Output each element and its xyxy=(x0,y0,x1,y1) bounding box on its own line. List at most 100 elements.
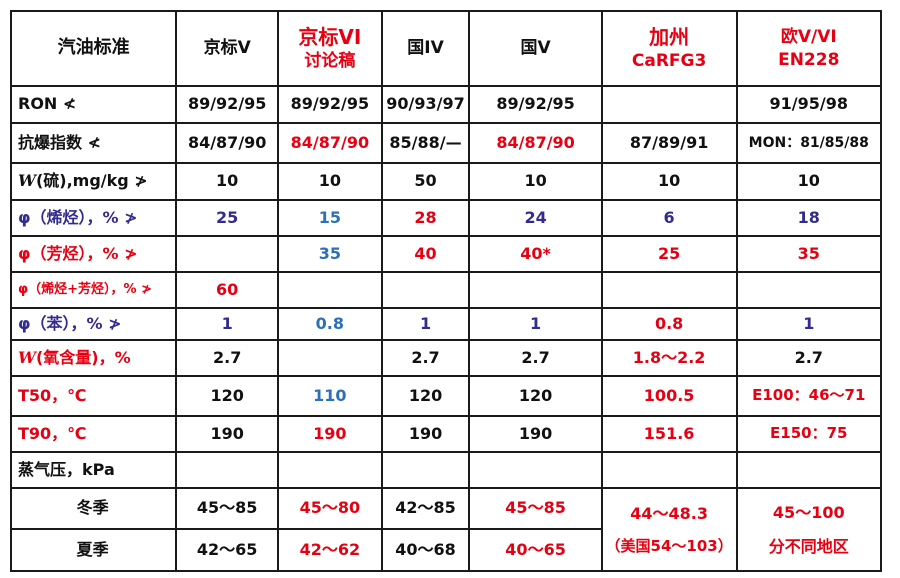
col-header-euro-line2: EN228 xyxy=(778,49,840,70)
cell: E100：46～71 xyxy=(735,375,883,417)
cell: 35 xyxy=(735,235,883,273)
row-antiknock-index: 抗爆指数 ≮ 84/87/90 84/87/90 85/88/— 84/87/9… xyxy=(9,122,883,164)
cell: 2.7 xyxy=(468,339,603,377)
cell: 35 xyxy=(277,235,383,273)
row-label-olefins: φ（烯烃），% ≯ xyxy=(9,199,178,237)
cell: 10 xyxy=(735,162,883,201)
cell: 190 xyxy=(277,415,383,453)
cell: 1.8～2.2 xyxy=(600,339,738,377)
cell: 190 xyxy=(468,415,603,453)
cell xyxy=(600,271,738,309)
cell: MON：81/85/88 xyxy=(735,122,883,164)
cell xyxy=(380,451,471,489)
cell: 151.6 xyxy=(600,415,738,453)
cell: 89/92/95 xyxy=(175,85,280,124)
cell: 25 xyxy=(600,235,738,273)
row-label-ron: RON ≮ xyxy=(9,85,178,124)
row-label-t90: T90，℃ xyxy=(9,415,178,453)
col-header-gasoline-standard: 汽油标准 xyxy=(9,10,178,87)
row-label-t50: T50，℃ xyxy=(9,375,178,417)
sulfur-label-rest: (硫),mg/kg ≯ xyxy=(35,171,148,191)
header-row: 汽油标准 京标V 京标VI 讨论稿 国IV 国V 加州 CaRFG3 欧V/VI… xyxy=(9,10,883,87)
cell: 120 xyxy=(380,375,471,417)
cell: 110 xyxy=(277,375,383,417)
cell xyxy=(735,271,883,309)
row-benzene: φ（苯），% ≯ 1 0.8 1 1 0.8 1 xyxy=(9,307,883,341)
cell: 120 xyxy=(468,375,603,417)
cell: 40 xyxy=(380,235,471,273)
cell xyxy=(735,451,883,489)
cell: 50 xyxy=(380,162,471,201)
col-header-jingbiao-vi: 京标VI 讨论稿 xyxy=(277,10,383,87)
euro-vapor-note: 分不同地区 xyxy=(768,536,849,556)
cell: 10 xyxy=(175,162,280,201)
col-header-euro: 欧V/VI EN228 xyxy=(735,10,883,87)
row-t50: T50，℃ 120 110 120 120 100.5 E100：46～71 xyxy=(9,375,883,417)
cell xyxy=(277,339,383,377)
row-label-antiknock-index: 抗爆指数 ≮ xyxy=(9,122,178,164)
cell: 28 xyxy=(380,199,471,237)
cell: 60 xyxy=(175,271,280,309)
cell: 2.7 xyxy=(735,339,883,377)
cell: 0.8 xyxy=(277,307,383,341)
row-summer: 夏季 42～65 42～62 40～68 40～65 xyxy=(9,528,881,572)
row-sulfur: W(硫),mg/kg ≯ 10 10 50 10 10 10 xyxy=(9,162,883,201)
cell-euro-vapor-pressure: 45～100 分不同地区 xyxy=(735,487,883,572)
oxygen-label-rest: (氧含量)，% xyxy=(35,347,131,367)
cell: 1 xyxy=(735,307,883,341)
row-label-olefins-plus-aromatics: φ（烯烃+芳烃），% ≯ xyxy=(9,271,178,309)
sulfur-symbol-w: W xyxy=(18,171,36,191)
cell: 89/92/95 xyxy=(468,85,603,124)
cell: 10 xyxy=(468,162,603,201)
cell: 40* xyxy=(468,235,603,273)
cell: 120 xyxy=(175,375,280,417)
cell: 84/87/90 xyxy=(175,122,280,164)
cell: 1 xyxy=(468,307,603,341)
cell: 100.5 xyxy=(600,375,738,417)
row-oxygen-content: W(氧含量)，% 2.7 2.7 2.7 1.8～2.2 2.7 xyxy=(9,339,883,377)
row-aromatics: φ（芳烃），% ≯ 35 40 40* 25 35 xyxy=(9,235,883,273)
col-header-guo-iv: 国IV xyxy=(380,10,471,87)
cell: 40～68 xyxy=(380,528,471,572)
row-winter: 冬季 45～85 45～80 42～85 45～85 44～48.3 （美国54… xyxy=(9,487,883,572)
cell xyxy=(175,451,280,489)
row-label-vapor-pressure: 蒸气压，kPa xyxy=(9,451,178,489)
col-header-euro-line1: 欧V/VI xyxy=(780,27,837,48)
row-label-benzene: φ（苯），% ≯ xyxy=(9,307,178,341)
col-header-california: 加州 CaRFG3 xyxy=(600,10,738,87)
cell xyxy=(277,451,383,489)
cell: 87/89/91 xyxy=(600,122,738,164)
cell xyxy=(380,271,471,309)
cell: 42～65 xyxy=(175,528,280,572)
cell xyxy=(600,451,738,489)
col-header-california-line2: CaRFG3 xyxy=(631,51,707,72)
cell: 2.7 xyxy=(175,339,280,377)
col-header-jingbiao-v: 京标V xyxy=(175,10,280,87)
row-olefins: φ（烯烃），% ≯ 25 15 28 24 6 18 xyxy=(9,199,883,237)
row-olefins-plus-aromatics: φ（烯烃+芳烃），% ≯ 60 xyxy=(9,271,883,309)
cell: 85/88/— xyxy=(380,122,471,164)
cell xyxy=(468,271,603,309)
cell: 190 xyxy=(380,415,471,453)
cell: 24 xyxy=(468,199,603,237)
cell: E150：75 xyxy=(735,415,883,453)
cell: 15 xyxy=(277,199,383,237)
row-t90: T90，℃ 190 190 190 190 151.6 E150：75 xyxy=(9,415,883,453)
row-vapor-pressure: 蒸气压，kPa xyxy=(9,451,883,489)
col-header-guo-v: 国V xyxy=(468,10,603,87)
california-vapor-note: （美国54～103） xyxy=(605,536,733,555)
col-header-jingbiao-vi-line1: 京标VI xyxy=(298,25,362,50)
cell: 1 xyxy=(175,307,280,341)
cell: 190 xyxy=(175,415,280,453)
row-label-oxygen-content: W(氧含量)，% xyxy=(9,339,178,377)
row-label-aromatics: φ（芳烃），% ≯ xyxy=(9,235,178,273)
cell: 10 xyxy=(600,162,738,201)
cell xyxy=(468,451,603,489)
cell: 6 xyxy=(600,199,738,237)
cell-california-vapor-pressure: 44～48.3 （美国54～103） xyxy=(600,487,738,572)
col-header-jingbiao-vi-line2: 讨论稿 xyxy=(304,51,356,72)
cell: 45～85 xyxy=(175,487,280,530)
cell: 89/92/95 xyxy=(277,85,383,124)
cell: 25 xyxy=(175,199,280,237)
euro-vapor-range: 45～100 xyxy=(772,502,845,522)
